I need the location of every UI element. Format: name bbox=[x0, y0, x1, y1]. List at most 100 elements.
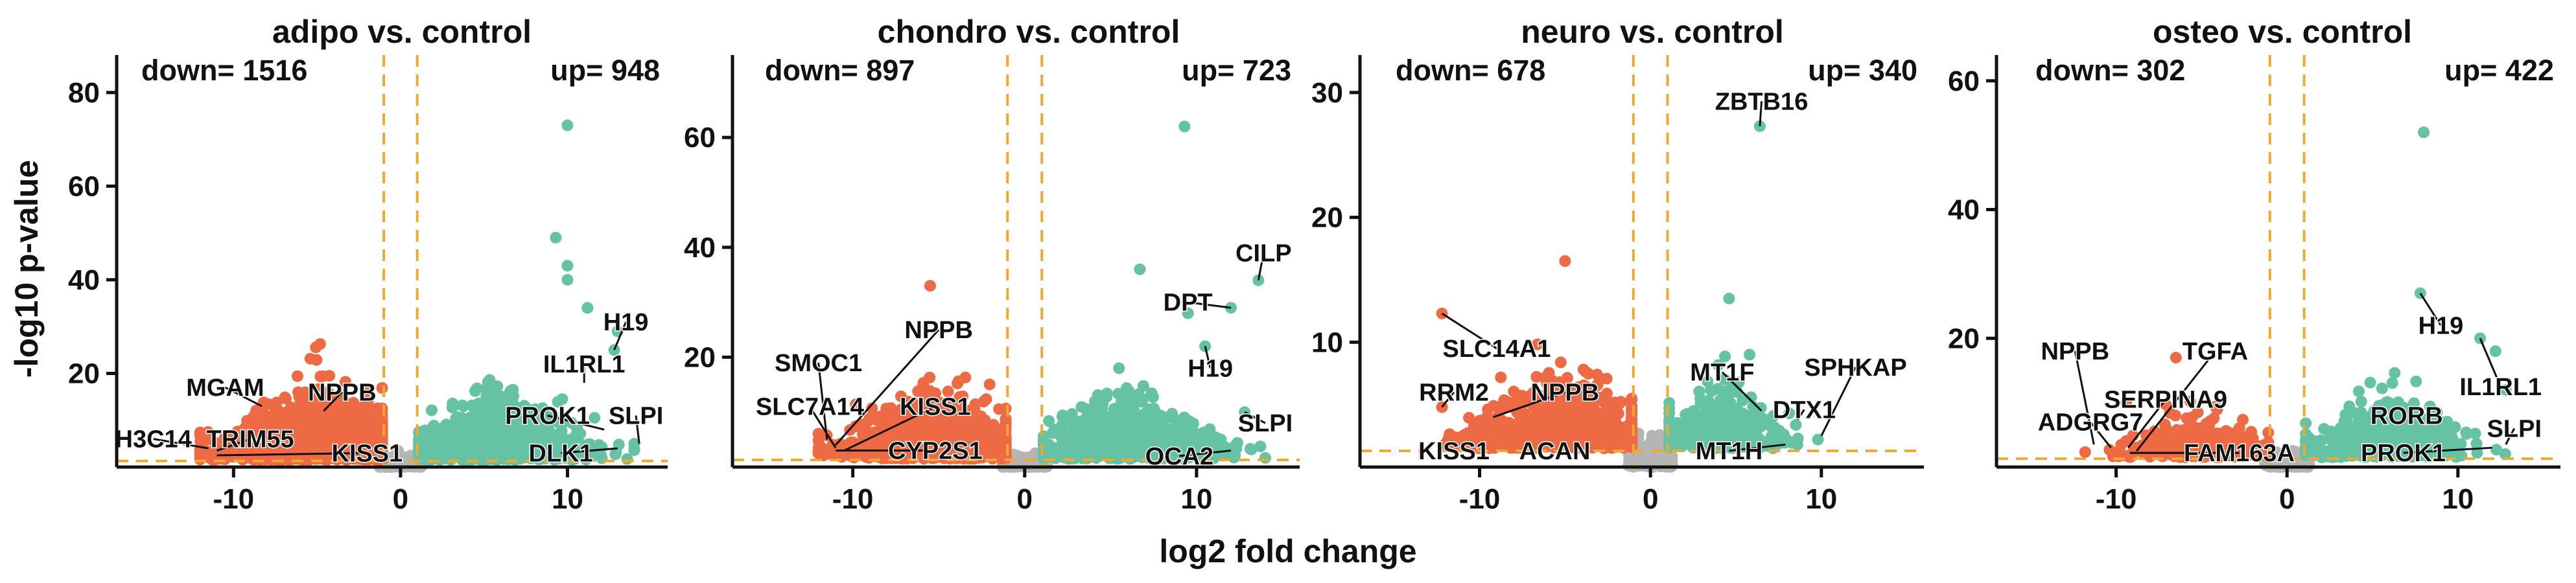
up-count: up= 340 bbox=[1808, 54, 1917, 87]
down-point bbox=[364, 411, 377, 424]
down-point bbox=[1000, 402, 1012, 415]
gene-label: KISS1 bbox=[331, 440, 403, 467]
up-point bbox=[508, 390, 520, 402]
down-point bbox=[304, 352, 316, 365]
highlight-point bbox=[550, 231, 562, 244]
up-point bbox=[451, 425, 463, 437]
up-point bbox=[1112, 404, 1124, 416]
up-point bbox=[426, 453, 438, 466]
up-count: up= 723 bbox=[1182, 54, 1291, 87]
up-point bbox=[483, 435, 495, 447]
up-point bbox=[1043, 415, 1055, 427]
gene-label: PROK1 bbox=[505, 403, 590, 430]
up-point bbox=[463, 449, 476, 461]
down-point bbox=[946, 422, 959, 435]
down-point bbox=[314, 338, 326, 350]
down-point bbox=[854, 447, 867, 459]
highlight-point bbox=[561, 273, 574, 286]
x-tick-label: 0 bbox=[393, 483, 408, 515]
up-point bbox=[1178, 421, 1190, 433]
up-point bbox=[1118, 440, 1130, 452]
y-tick-label: 40 bbox=[684, 232, 716, 264]
gene-label: IL1RL1 bbox=[543, 351, 626, 378]
down-point bbox=[288, 410, 300, 422]
up-point bbox=[484, 446, 497, 459]
up-point bbox=[1113, 362, 1125, 374]
up-point bbox=[474, 427, 486, 439]
up-point bbox=[628, 442, 640, 455]
down-point bbox=[978, 395, 990, 407]
x-tick-label: 0 bbox=[1017, 483, 1033, 515]
gene-label: SMOC1 bbox=[775, 350, 862, 377]
gene-label: NPPB bbox=[904, 317, 973, 344]
up-point bbox=[1104, 438, 1116, 450]
gene-label: DLK1 bbox=[529, 440, 593, 467]
gene-label: SLC7A14 bbox=[756, 394, 864, 421]
up-point bbox=[1076, 420, 1088, 433]
up-point bbox=[1075, 401, 1088, 413]
down-point bbox=[309, 408, 321, 420]
down-count: down= 678 bbox=[1396, 54, 1545, 87]
highlight-point bbox=[561, 119, 574, 131]
gene-label: TRIM55 bbox=[206, 426, 294, 453]
up-point bbox=[1083, 437, 1095, 449]
y-tick-label: 60 bbox=[684, 122, 716, 154]
down-point bbox=[924, 371, 936, 383]
gene-label: H19 bbox=[603, 309, 649, 336]
up-point bbox=[621, 453, 633, 465]
panel-title: adipo vs. control bbox=[272, 14, 532, 50]
up-point bbox=[543, 428, 555, 440]
down-point bbox=[250, 411, 262, 423]
down-point bbox=[812, 428, 825, 440]
up-point bbox=[1155, 425, 1167, 437]
panel-title: neuro vs. control bbox=[1521, 14, 1784, 50]
up-point bbox=[1065, 427, 1077, 439]
up-point bbox=[1068, 439, 1081, 451]
up-point bbox=[1143, 428, 1155, 440]
up-point bbox=[426, 404, 438, 417]
up-point bbox=[589, 411, 601, 424]
up-point bbox=[1254, 440, 1267, 453]
up-point bbox=[1132, 388, 1145, 400]
down-point bbox=[279, 391, 291, 404]
up-point bbox=[484, 374, 496, 386]
gene-label: CYP2S1 bbox=[888, 438, 983, 465]
up-point bbox=[1167, 426, 1179, 438]
up-point bbox=[1103, 414, 1116, 426]
down-count: down= 1516 bbox=[141, 54, 307, 87]
highlight-point bbox=[561, 260, 574, 272]
gene-label: MGAM bbox=[186, 374, 264, 402]
highlight-point bbox=[1178, 120, 1191, 133]
up-point bbox=[1125, 398, 1138, 411]
up-point bbox=[595, 450, 607, 462]
up-point bbox=[609, 448, 622, 461]
up-point bbox=[1118, 416, 1130, 428]
up-point bbox=[1140, 413, 1152, 425]
up-point bbox=[1089, 395, 1101, 407]
highlight-point bbox=[924, 280, 936, 292]
y-tick-label: 20 bbox=[684, 341, 716, 373]
down-point bbox=[327, 421, 340, 433]
gene-label: SLPI bbox=[609, 403, 663, 430]
up-point bbox=[1101, 387, 1113, 400]
x-tick-label: 10 bbox=[1180, 483, 1212, 515]
x-tick-label: -10 bbox=[213, 483, 255, 515]
highlight-point bbox=[1134, 263, 1146, 275]
gene-label: NPPB bbox=[308, 379, 377, 406]
gene-label: CILP bbox=[1235, 240, 1292, 267]
y-tick-label: 20 bbox=[68, 358, 100, 389]
gene-label: DPT bbox=[1164, 290, 1213, 317]
y-tick-label: 80 bbox=[68, 77, 100, 109]
down-point bbox=[965, 426, 978, 438]
up-point bbox=[440, 418, 452, 431]
highlight-point bbox=[581, 302, 594, 314]
down-point bbox=[983, 378, 996, 391]
up-point bbox=[446, 441, 458, 453]
down-point bbox=[291, 370, 303, 382]
down-point bbox=[952, 375, 965, 387]
panel-title: chondro vs. control bbox=[878, 14, 1180, 50]
up-point bbox=[1044, 440, 1057, 452]
up-point bbox=[1204, 423, 1216, 435]
down-point bbox=[271, 411, 283, 424]
